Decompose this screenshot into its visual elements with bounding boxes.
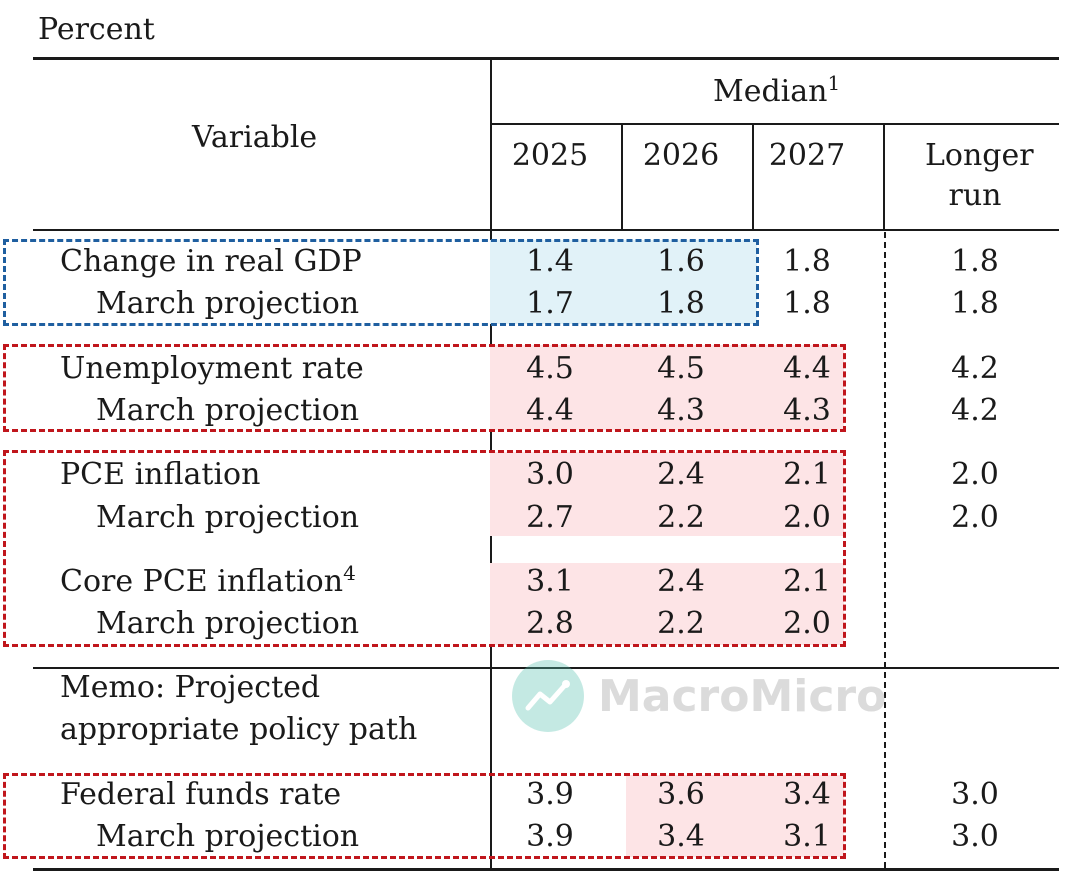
- core-pce-2027: 2.1: [783, 564, 831, 599]
- pce-2026: 2.4: [657, 457, 705, 492]
- unemployment-longer-run: 4.2: [951, 351, 999, 386]
- ffr-march-2026: 3.4: [657, 819, 705, 854]
- gdp-label: Change in real GDP: [60, 244, 362, 279]
- core-pce-highlight: [490, 563, 844, 645]
- pce-2027: 2.1: [783, 457, 831, 492]
- unemployment-highlight: [490, 345, 844, 430]
- unemployment-march-2026: 4.3: [657, 393, 705, 428]
- memo-line2: appropriate policy path: [60, 712, 418, 747]
- core-pce-label: Core PCE inflation4: [60, 561, 356, 599]
- core-pce-march-2026: 2.2: [657, 606, 705, 641]
- ffr-march-longer-run: 3.0: [951, 819, 999, 854]
- pce-march-longer-run: 2.0: [951, 500, 999, 535]
- ffr-march-2027: 3.1: [783, 819, 831, 854]
- pce-march-2027: 2.0: [783, 500, 831, 535]
- pce-march-2025: 2.7: [526, 500, 574, 535]
- core-pce-march-2027: 2.0: [783, 606, 831, 641]
- ffr-label: Federal funds rate: [60, 777, 342, 812]
- pce-highlight: [490, 452, 844, 536]
- ffr-2025: 3.9: [526, 777, 574, 812]
- unemployment-march-2025: 4.4: [526, 393, 574, 428]
- pce-march-2026: 2.2: [657, 500, 705, 535]
- pce-label: PCE inflation: [60, 457, 261, 492]
- core-pce-2026: 2.4: [657, 564, 705, 599]
- median-rule: [491, 123, 1059, 125]
- top-rule: [33, 57, 1059, 60]
- gdp-highlight: [490, 240, 757, 324]
- longer-run-dashed-rule: [884, 232, 886, 868]
- pce-2025: 3.0: [526, 457, 574, 492]
- memo-rule: [33, 667, 1059, 669]
- core-pce-march-label: March projection: [96, 606, 360, 641]
- ffr-annotation-box: [3, 773, 846, 859]
- ffr-2027: 3.4: [783, 777, 831, 812]
- gdp-march-longer-run: 1.8: [951, 286, 999, 321]
- unemployment-annotation-box: [3, 344, 846, 432]
- gdp-march-2025: 1.7: [526, 286, 574, 321]
- macromicro-logo-icon: [512, 660, 584, 732]
- ffr-march-2025: 3.9: [526, 819, 574, 854]
- median-header: Median1: [713, 71, 841, 109]
- gdp-march-2027: 1.8: [783, 286, 831, 321]
- unit-label: Percent: [38, 12, 155, 47]
- gdp-2027: 1.8: [783, 244, 831, 279]
- gdp-longer-run: 1.8: [951, 244, 999, 279]
- longer-run-header-line2: run: [948, 178, 1002, 213]
- variable-header: Variable: [192, 120, 318, 155]
- core-pce-march-2025: 2.8: [526, 606, 574, 641]
- inflation-annotation-box: [3, 450, 846, 647]
- unemployment-2027: 4.4: [783, 351, 831, 386]
- ffr-longer-run: 3.0: [951, 777, 999, 812]
- pce-longer-run: 2.0: [951, 457, 999, 492]
- core-pce-2025: 3.1: [526, 564, 574, 599]
- header-rule: [33, 229, 1059, 231]
- bottom-rule: [33, 868, 1059, 871]
- gdp-annotation-box: [3, 239, 759, 326]
- ffr-2026: 3.6: [657, 777, 705, 812]
- gdp-march-label: March projection: [96, 286, 360, 321]
- ffr-march-label: March projection: [96, 819, 360, 854]
- gdp-march-2026: 1.8: [657, 286, 705, 321]
- year-rule-2026: [621, 124, 623, 230]
- unemployment-2025: 4.5: [526, 351, 574, 386]
- year-2027-header: 2027: [768, 138, 846, 173]
- year-rule-2027: [752, 124, 754, 230]
- unemployment-march-2027: 4.3: [783, 393, 831, 428]
- gdp-2025: 1.4: [526, 244, 574, 279]
- longer-run-header-line1: Longer: [925, 138, 1034, 173]
- watermark-text: MacroMicro: [598, 670, 887, 722]
- watermark: MacroMicro: [512, 660, 886, 732]
- longer-run-rule: [883, 124, 885, 230]
- year-2026-header: 2026: [642, 138, 720, 173]
- ffr-highlight: [626, 775, 844, 857]
- year-2025-header: 2025: [511, 138, 589, 173]
- pce-march-label: March projection: [96, 500, 360, 535]
- unemployment-march-label: March projection: [96, 393, 360, 428]
- unemployment-2026: 4.5: [657, 351, 705, 386]
- memo-line1: Memo: Projected: [60, 670, 321, 705]
- unemployment-label: Unemployment rate: [60, 351, 364, 386]
- unemployment-march-longer-run: 4.2: [951, 393, 999, 428]
- gdp-2026: 1.6: [657, 244, 705, 279]
